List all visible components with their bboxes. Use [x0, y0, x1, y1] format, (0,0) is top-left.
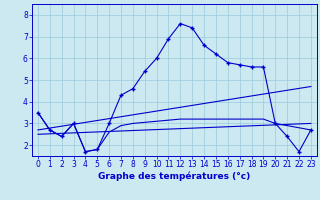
X-axis label: Graphe des températures (°c): Graphe des températures (°c) [98, 172, 251, 181]
